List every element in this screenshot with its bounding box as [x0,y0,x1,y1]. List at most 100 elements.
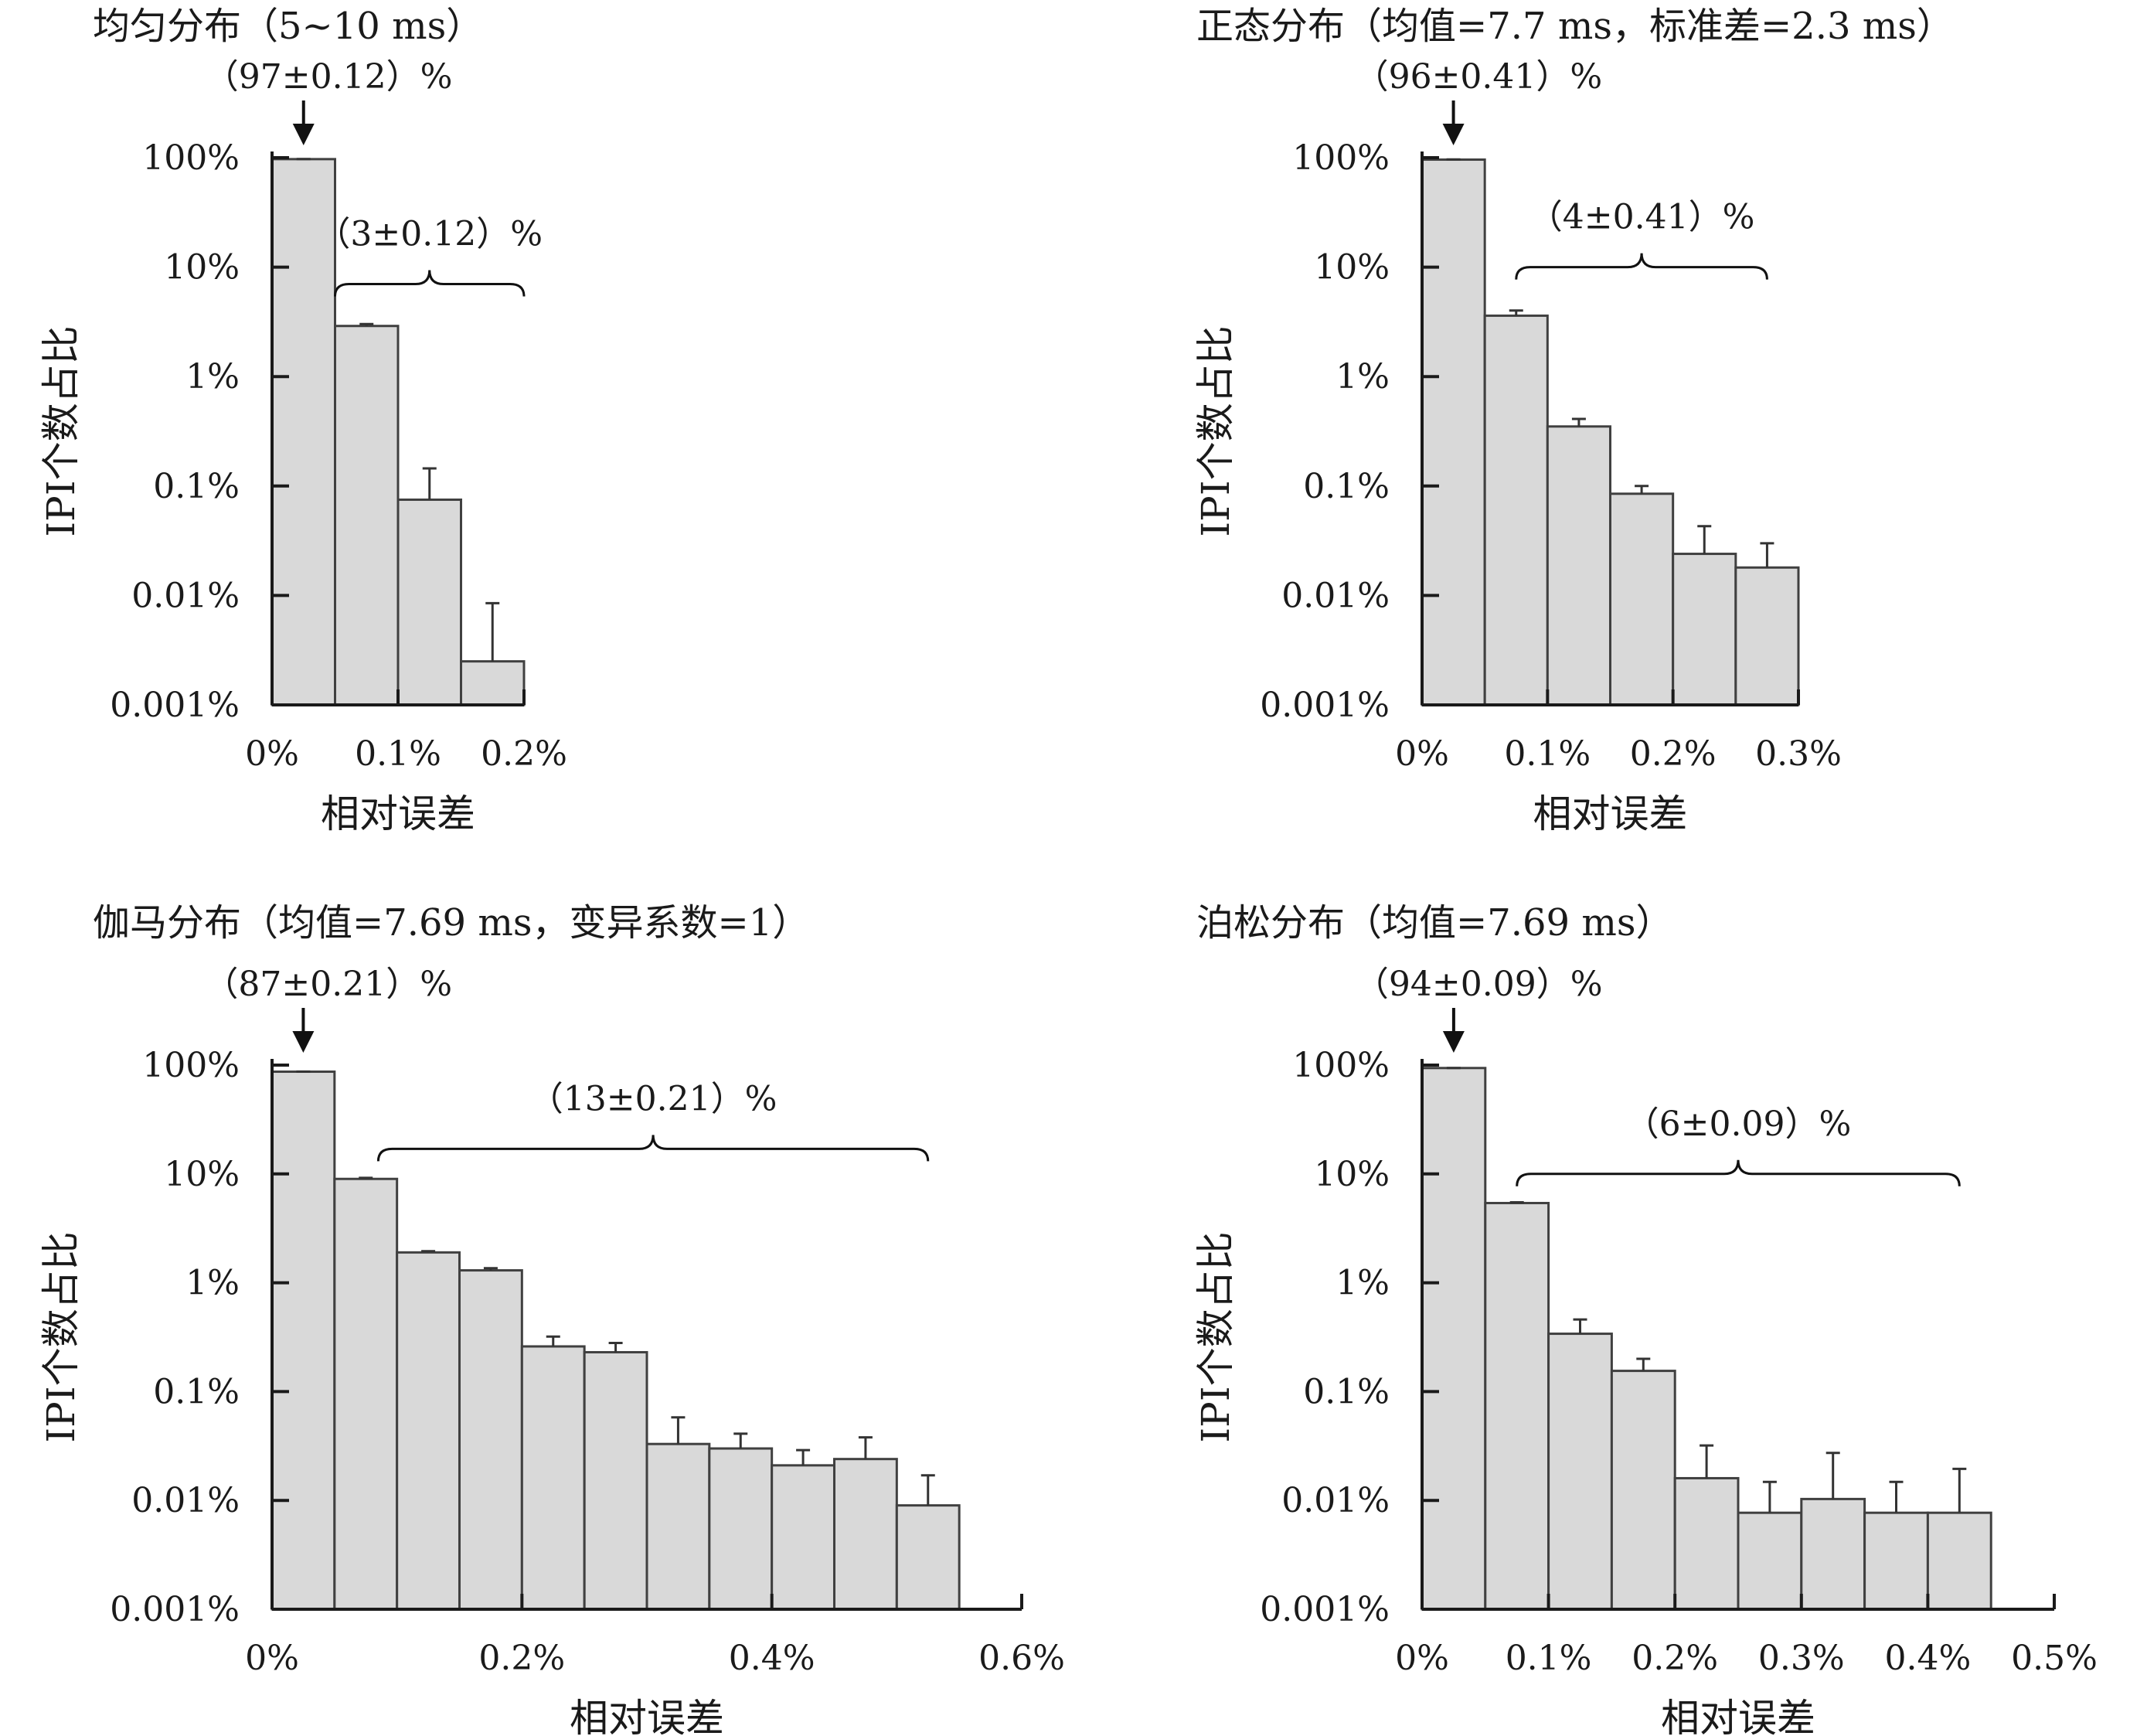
x-axis-label: 相对误差 [1533,791,1688,836]
bar [833,1458,898,1611]
bar [1546,425,1612,706]
bar [396,498,462,706]
bar [1800,1497,1866,1611]
x-tick-label: 0.1% [355,734,441,774]
bar [1547,1333,1613,1611]
rest-annotation: （13±0.21）% [529,1079,777,1118]
x-tick-label: 0.2% [1632,1639,1718,1678]
bar [1734,566,1800,706]
bar [458,1269,523,1611]
y-tick-label: 10% [164,1155,240,1194]
y-axis-label: IPI个数占比 [1193,1231,1238,1442]
bar [583,1350,648,1611]
bar [1421,158,1486,706]
peak-annotation: （94±0.09）% [1355,965,1603,1004]
x-tick-label: 0.6% [978,1639,1065,1678]
x-tick-label: 0.5% [2011,1639,2098,1678]
x-tick-label: 0.2% [1630,734,1717,774]
chart-panel-2: 正态分布（均值=7.7 ms，标准差=2.3 ms） 0.001% 0.01% 0.1… [1193,5,1954,836]
bar [1421,1067,1487,1611]
peak-arrow-head [292,1031,315,1053]
bar [334,325,400,706]
x-tick-label: 0.2% [478,1639,565,1678]
rest-annotation: （6±0.09）% [1625,1105,1852,1144]
bar [460,660,526,706]
bar [645,1442,711,1611]
bar [1483,314,1549,706]
bar [1926,1511,1992,1611]
rest-annotation: （4±0.41）% [1529,198,1755,237]
x-tick-label: 0.4% [729,1639,815,1678]
chart-panel-3: 伽马分布（均值=7.69 ms，变异系数=1） 0.001% 0.01% 0.1% 1%… [39,901,1065,1736]
bar [1737,1511,1803,1611]
bar [520,1345,586,1611]
chart-title: 正态分布（均值=7.7 ms，标准差=2.3 ms） [1196,5,1954,48]
y-tick-label: 0.1% [153,1372,240,1411]
chart-title: 泊松分布（均值=7.69 ms） [1196,901,1673,945]
y-tick-label: 10% [1314,1155,1390,1194]
chart-title: 均匀分布（5~10 ms） [93,5,483,48]
x-tick-label: 0% [1395,1639,1449,1678]
y-tick-label: 100% [1292,138,1390,178]
x-tick-label: 0.4% [1885,1639,1972,1678]
x-tick-label: 0% [1395,734,1449,774]
y-tick-label: 0.001% [1260,1590,1390,1629]
y-tick-label: 0.01% [131,576,240,615]
brace [1516,1159,1961,1186]
y-tick-label: 1% [1336,357,1390,397]
brace [1515,253,1768,280]
brace [376,1135,930,1162]
x-tick-label: 0% [245,1639,299,1678]
bar [271,158,336,706]
bar [1673,1476,1740,1611]
rest-annotation: （3±0.12）% [316,215,543,254]
y-tick-label: 0.001% [110,1590,240,1629]
y-axis-label: IPI个数占比 [39,1231,83,1442]
bar [1610,1370,1676,1611]
bar [1484,1201,1550,1611]
y-axis-label: IPI个数占比 [1193,325,1238,536]
peak-arrow-head [1442,124,1465,145]
peak-annotation: （97±0.12）% [205,57,453,97]
x-axis-label: 相对误差 [321,791,475,836]
x-tick-label: 0.1% [1506,1639,1592,1678]
y-tick-label: 0.001% [110,686,240,725]
x-tick-label: 0.3% [1758,1639,1845,1678]
bar [271,1071,336,1611]
bar [396,1251,461,1611]
bar [1609,492,1675,706]
bar [1863,1511,1929,1611]
bar [708,1447,774,1611]
chart-panel-1: 均匀分布（5~10 ms） 0.001% 0.01% 0.1% 1% 10% 100% 0% 0… [39,5,567,836]
y-tick-label: 0.1% [1303,1372,1390,1411]
y-tick-label: 100% [1292,1046,1390,1085]
y-tick-label: 100% [142,1046,240,1085]
chart-panel-4: 泊松分布（均值=7.69 ms） 0.001% 0.01% 0.1% 1% 10% 100%… [1193,901,2098,1736]
peak-annotation: （87±0.21）% [204,965,452,1004]
y-tick-label: 1% [185,357,240,397]
y-tick-label: 10% [1314,248,1390,288]
y-tick-label: 0.001% [1260,686,1390,725]
x-tick-label: 0.1% [1504,734,1591,774]
y-tick-label: 0.01% [1281,576,1390,615]
y-tick-label: 0.1% [153,467,240,506]
y-tick-label: 100% [142,138,240,178]
chart-title: 伽马分布（均值=7.69 ms，变异系数=1） [93,901,809,945]
x-tick-label: 0.2% [481,734,567,774]
peak-annotation: （96±0.41）% [1355,57,1603,97]
y-tick-label: 0.1% [1303,467,1390,506]
x-tick-label: 0.3% [1755,734,1842,774]
peak-arrow-head [1442,1031,1465,1053]
y-tick-label: 0.01% [131,1481,240,1520]
x-axis-label: 相对误差 [570,1696,724,1736]
y-tick-label: 10% [164,248,240,288]
bar [333,1177,399,1611]
x-axis-label: 相对误差 [1661,1696,1815,1736]
peak-arrow-head [292,124,315,145]
y-tick-label: 0.01% [1281,1481,1390,1520]
bar [895,1504,961,1611]
bar [1672,553,1737,706]
brace [334,270,526,297]
y-tick-label: 1% [185,1264,240,1303]
